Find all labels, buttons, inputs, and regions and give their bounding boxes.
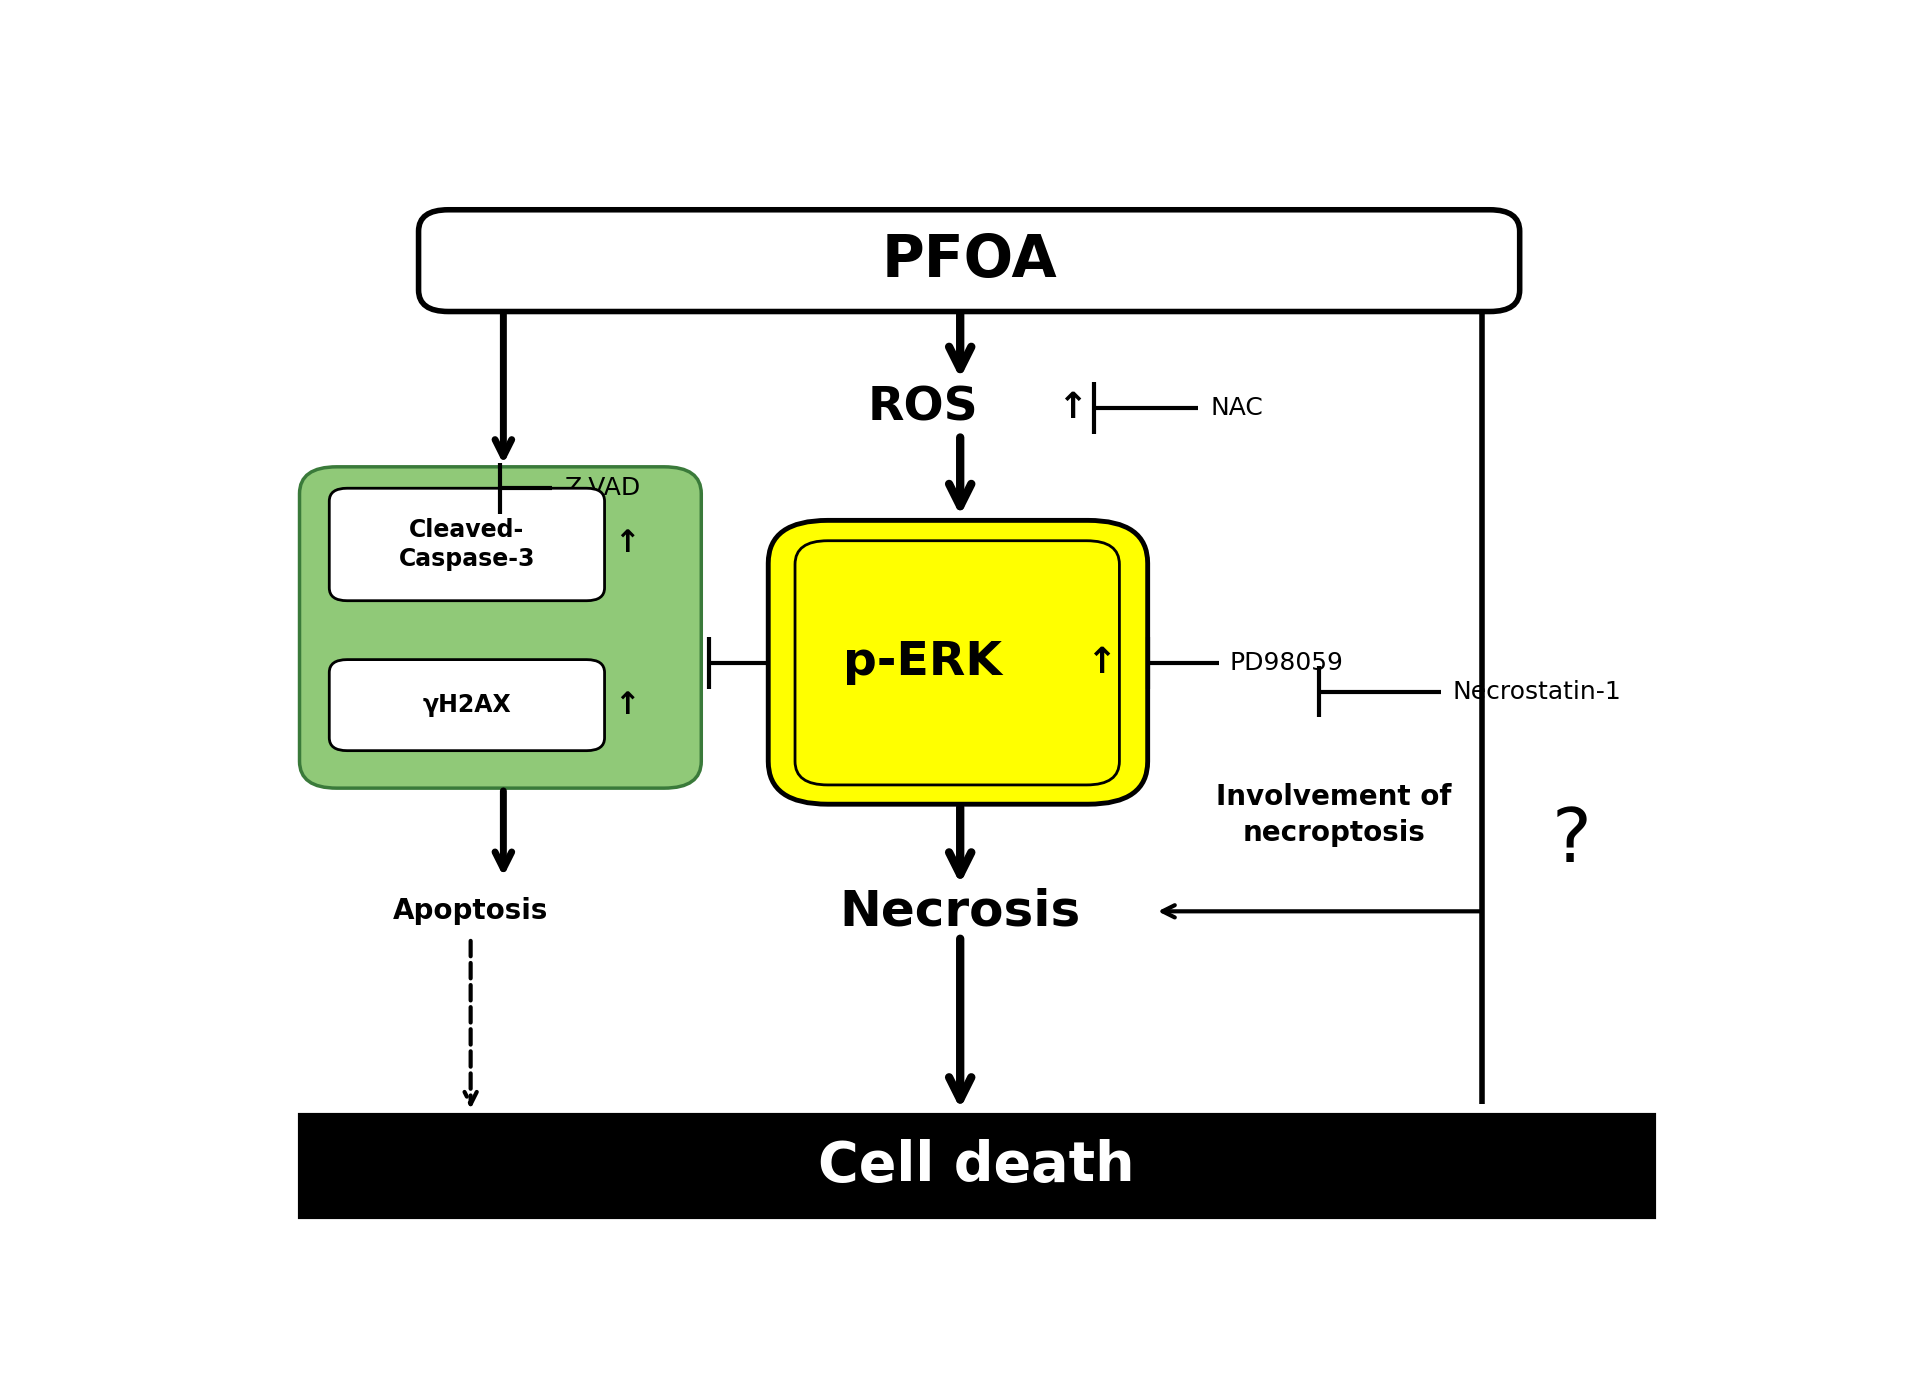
FancyBboxPatch shape — [330, 659, 605, 751]
Text: Necrosis: Necrosis — [839, 887, 1081, 935]
Text: ?: ? — [1551, 805, 1592, 878]
FancyBboxPatch shape — [795, 541, 1119, 785]
Text: Involvement of
necroptosis: Involvement of necroptosis — [1215, 783, 1452, 847]
FancyBboxPatch shape — [419, 210, 1521, 312]
Text: Cleaved-
Caspase-3: Cleaved- Caspase-3 — [399, 517, 536, 572]
FancyBboxPatch shape — [300, 467, 701, 789]
Text: PD98059: PD98059 — [1229, 651, 1344, 675]
Text: Cell death: Cell death — [818, 1139, 1135, 1192]
Text: ↑: ↑ — [1056, 391, 1087, 424]
Text: Apoptosis: Apoptosis — [394, 897, 549, 925]
Text: NAC: NAC — [1210, 396, 1263, 420]
Bar — [300, 1114, 1653, 1217]
Text: p-ERK: p-ERK — [843, 640, 1002, 686]
Text: ↑: ↑ — [614, 530, 639, 558]
FancyBboxPatch shape — [330, 488, 605, 601]
FancyBboxPatch shape — [768, 520, 1148, 804]
Text: ROS: ROS — [868, 385, 979, 430]
Text: ↑: ↑ — [614, 691, 639, 721]
Text: γH2AX: γH2AX — [422, 693, 511, 718]
Text: Necrostatin-1: Necrostatin-1 — [1453, 680, 1622, 704]
Text: Z-VAD: Z-VAD — [564, 476, 641, 501]
Text: ↑: ↑ — [1087, 645, 1117, 680]
Text: PFOA: PFOA — [881, 232, 1056, 289]
